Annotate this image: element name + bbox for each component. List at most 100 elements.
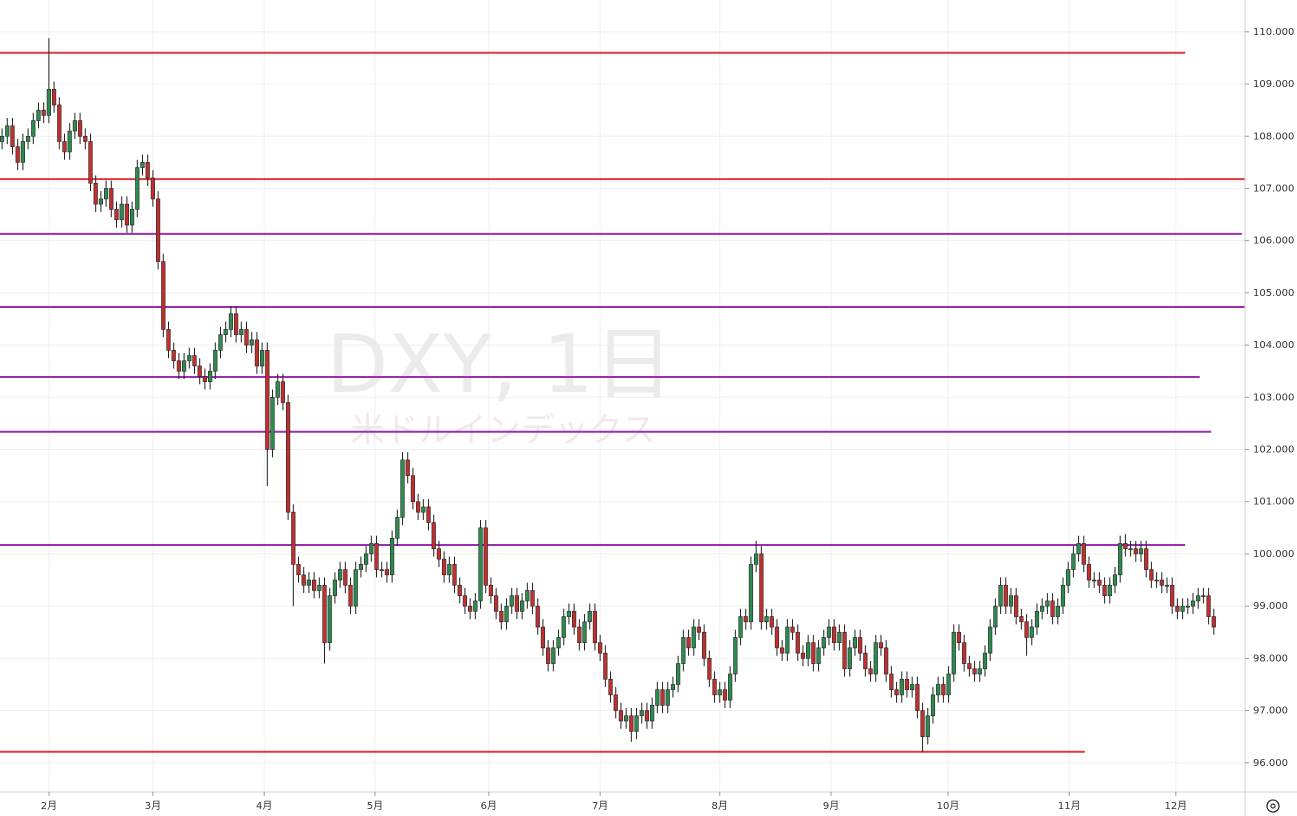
- candle-body: [1107, 584, 1112, 596]
- candle-body: [847, 647, 852, 670]
- candle-body: [982, 652, 988, 670]
- x-tick-label: 6月: [481, 800, 497, 812]
- candle-body: [629, 715, 634, 732]
- candle-body: [1128, 548, 1133, 551]
- candle-body: [977, 668, 982, 675]
- candle-body: [192, 355, 197, 367]
- candle-body: [837, 631, 842, 643]
- candle-body: [249, 339, 254, 346]
- candle-body: [951, 631, 956, 675]
- candle-body: [655, 689, 660, 706]
- candle-body: [1029, 626, 1034, 638]
- candle-body: [722, 689, 728, 701]
- candle-body: [535, 605, 540, 628]
- candle-body: [1019, 616, 1024, 623]
- candle-body: [114, 209, 119, 221]
- settings-icon[interactable]: [1266, 799, 1280, 813]
- candle-body: [478, 527, 483, 602]
- candle-body: [795, 631, 800, 654]
- candle-body: [442, 558, 447, 576]
- y-tick-label: 103.000: [1253, 392, 1294, 403]
- candle-body: [941, 684, 946, 696]
- candle-body: [72, 120, 77, 132]
- candle-body: [416, 501, 421, 513]
- candle-body: [202, 376, 207, 382]
- candle-body: [930, 694, 936, 717]
- x-tick-label: 12月: [1164, 800, 1187, 812]
- y-tick-label: 109.000: [1253, 79, 1294, 90]
- candle-body: [296, 564, 301, 576]
- candle-body: [936, 684, 941, 696]
- candle-body: [254, 339, 260, 367]
- candle-body: [384, 569, 390, 576]
- candle-body: [197, 365, 202, 377]
- candle-body: [379, 569, 384, 571]
- candle-body: [369, 543, 374, 555]
- candle-body: [1185, 605, 1190, 608]
- candle-body: [561, 616, 566, 638]
- candle-body: [260, 350, 265, 367]
- candle-body: [10, 125, 15, 148]
- candle-body: [660, 689, 665, 706]
- y-tick-label: 99.000: [1253, 601, 1288, 612]
- candle-body: [504, 605, 509, 623]
- candle-body: [395, 517, 400, 539]
- y-tick-label: 102.000: [1253, 445, 1294, 456]
- candle-body: [364, 553, 369, 565]
- candle-body: [681, 637, 686, 664]
- candle-body: [780, 647, 785, 654]
- candle-body: [743, 616, 748, 623]
- x-tick-label: 3月: [145, 800, 161, 812]
- candle-body: [1133, 548, 1138, 555]
- candle-body: [624, 715, 629, 722]
- candle-body: [41, 109, 46, 116]
- candle-body: [1206, 595, 1211, 617]
- candle-body: [889, 673, 894, 690]
- candle-body: [150, 177, 155, 200]
- candle-body: [956, 631, 962, 643]
- x-tick-label: 9月: [823, 800, 839, 812]
- candle-body: [582, 621, 587, 643]
- candle-body: [738, 616, 743, 638]
- candle-body: [213, 350, 218, 372]
- candle-body: [842, 631, 847, 670]
- candle-body: [473, 600, 478, 612]
- candle-body: [338, 569, 343, 581]
- candle-body: [129, 209, 135, 226]
- candle-body: [20, 141, 25, 163]
- x-tick-label: 7月: [592, 800, 608, 812]
- candle-body: [1008, 595, 1014, 607]
- candle-body: [1071, 553, 1076, 570]
- candle-body: [1097, 579, 1102, 586]
- candle-body: [1180, 605, 1185, 612]
- candle-body: [317, 584, 322, 591]
- candle-body: [972, 668, 977, 675]
- candle-body: [244, 329, 249, 346]
- candle-body: [265, 350, 270, 450]
- candle-body: [312, 579, 317, 591]
- candle-body: [155, 198, 161, 262]
- candle-body: [670, 684, 676, 690]
- candle-body: [457, 584, 462, 596]
- candle-body: [171, 350, 176, 362]
- candle-body: [483, 527, 488, 586]
- candle-body: [598, 642, 603, 654]
- candle-body: [920, 710, 925, 737]
- settings-button[interactable]: [1266, 799, 1280, 813]
- candle-body: [405, 459, 410, 476]
- candle-body: [31, 120, 36, 137]
- candle-body: [431, 522, 436, 550]
- candle-body: [218, 334, 223, 351]
- candle-body: [566, 611, 572, 617]
- candle-body: [103, 188, 109, 200]
- candle-body: [707, 658, 712, 680]
- y-tick-label: 98.000: [1253, 653, 1288, 664]
- candle-body: [852, 637, 858, 649]
- y-tick-label: 105.000: [1253, 288, 1294, 299]
- candle-body: [291, 511, 296, 565]
- candle-body: [187, 355, 192, 362]
- candle-body: [410, 475, 416, 503]
- candle-body: [1211, 616, 1216, 628]
- candle-body: [358, 564, 364, 570]
- candle-body: [821, 637, 826, 649]
